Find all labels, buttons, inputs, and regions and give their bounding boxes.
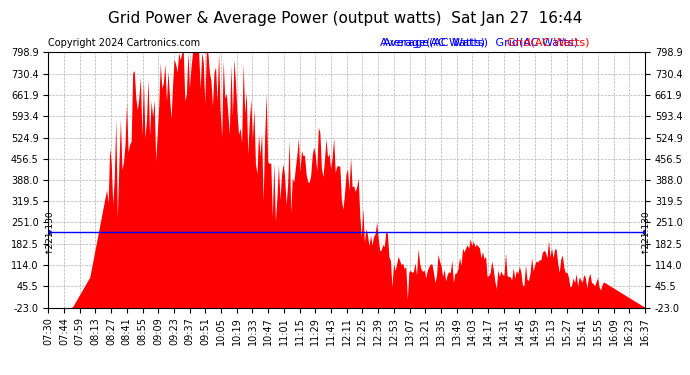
Text: Average(AC Watts)   Grid(AC Watts): Average(AC Watts) Grid(AC Watts): [380, 38, 578, 48]
Text: Average(AC Watts): Average(AC Watts): [383, 38, 488, 48]
Text: ↑221.130: ↑221.130: [45, 210, 54, 254]
Text: ↑221.130: ↑221.130: [640, 210, 649, 254]
Text: Copyright 2024 Cartronics.com: Copyright 2024 Cartronics.com: [48, 38, 200, 48]
Text: Grid(AC Watts): Grid(AC Watts): [507, 38, 590, 48]
Text: Grid Power & Average Power (output watts)  Sat Jan 27  16:44: Grid Power & Average Power (output watts…: [108, 11, 582, 26]
